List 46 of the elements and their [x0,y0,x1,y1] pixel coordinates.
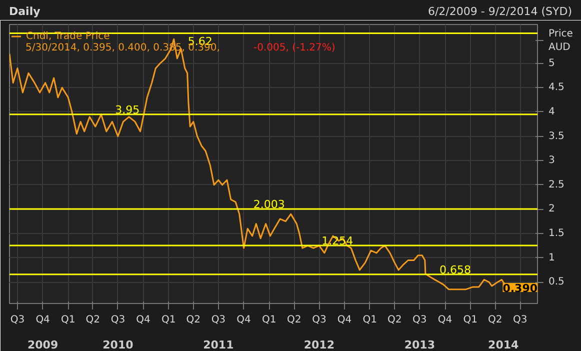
y-axis-title: Price AUD [548,28,573,53]
ref-line-label: 3.95 [115,103,140,116]
y-tick-label: 3.5 [548,130,564,142]
y-tick-label: 5 [548,58,555,69]
x-tick-label: Q1 [262,314,276,326]
x-tick-label: Q1 [162,314,176,326]
x-tick-label: Q4 [438,314,452,326]
annotation: -0.005, (-1.27%) [254,42,336,54]
y-tick-label: 3 [548,155,555,166]
chart-title: Daily [9,4,40,20]
x-tick-label: Q2 [186,314,201,326]
x2-tick-label: 2014 [488,338,520,351]
x2-tick-label: 2011 [203,338,234,351]
y-tick-label: 4 [548,106,555,118]
x-tick-label: Q2 [86,314,100,326]
legend-label: Cndl, Trade Price [26,30,110,42]
annotation: 0.390 [502,282,538,295]
x-tick-label: Q3 [110,314,126,326]
x2-tick-label: 2010 [102,338,134,351]
y-tick-label: 1.5 [548,228,564,240]
x-tick-label: Q4 [136,314,150,326]
x-tick-label: Q4 [36,314,50,326]
x-tick-label: Q4 [337,314,352,326]
x-tick-label: Q2 [287,314,302,326]
x-tick-label: Q1 [61,314,76,326]
y-tick-label: 2 [548,204,555,215]
x2-tick-label: 2012 [304,338,335,351]
y-tick-label: 0.5 [548,276,564,288]
x-tick-label: Q1 [362,314,377,326]
ref-line-label: 2.003 [253,198,285,212]
chart-subtitle: 6/2/2009 - 9/2/2014 (SYD) [428,4,572,20]
x-tick-label: Q1 [463,314,478,326]
x2-tick-label: 2009 [28,338,58,351]
x2-tick-label: 2013 [404,338,435,351]
x-tick-label: Q3 [211,314,226,326]
x-tick-label: Q2 [488,314,502,326]
ref-line-label: 0.658 [439,263,471,276]
y-tick-label: 4.5 [548,82,564,94]
x-tick-label: Q3 [10,314,25,326]
y-tick-label: 1 [548,252,555,264]
x-tick-label: Q3 [513,314,528,326]
x-tick-label: Q4 [236,314,251,326]
x-tick-label: Q3 [412,314,427,326]
y-tick-label: 2.5 [548,179,564,190]
x-tick-label: Q2 [388,314,402,326]
x-tick-label: Q3 [312,314,326,326]
